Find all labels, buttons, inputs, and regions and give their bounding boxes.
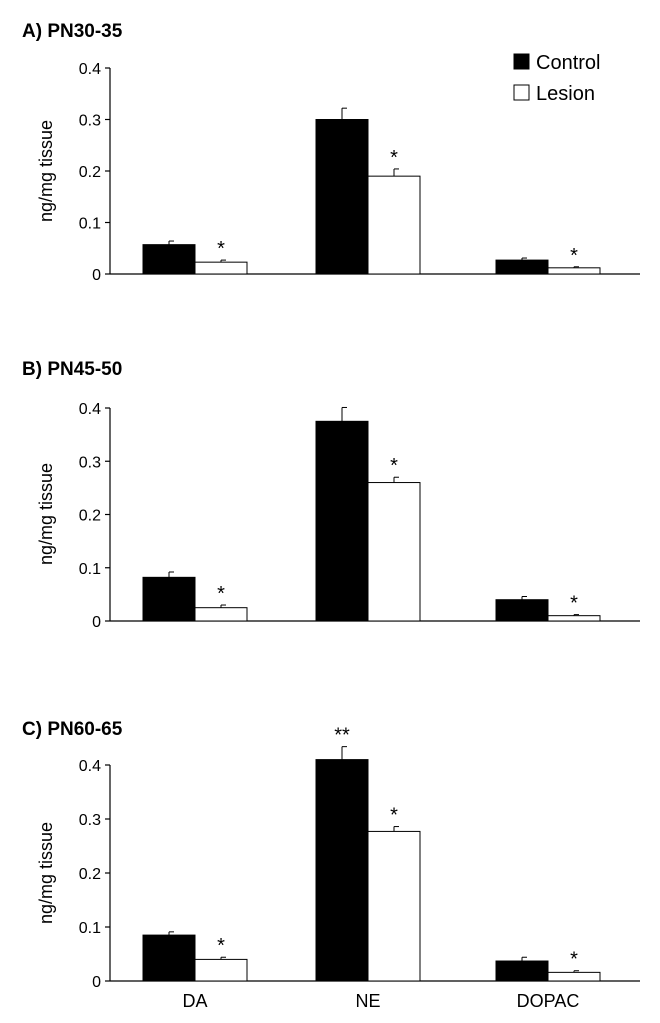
- y-tick-label: 0.2: [79, 866, 101, 883]
- significance-marker: *: [217, 583, 225, 605]
- legend-label-control: Control: [536, 52, 600, 74]
- bar-lesion-da: [194, 261, 248, 275]
- legend-swatch-control: [513, 53, 530, 70]
- bar-lesion-dopac: [547, 971, 601, 982]
- significance-marker: *: [570, 245, 578, 267]
- bar-lesion-dopac: [547, 615, 601, 622]
- bar-control-dopac: [495, 259, 549, 275]
- panel-title: C) PN60-65: [22, 719, 123, 740]
- category-label-dopac: DOPAC: [517, 991, 580, 1011]
- panel-title: A) PN30-35: [22, 21, 123, 42]
- bar-control-dopac: [495, 960, 549, 982]
- bar-lesion-da: [194, 607, 248, 622]
- bar-control-da: [142, 934, 196, 982]
- y-tick-label: 0.4: [79, 61, 101, 78]
- y-tick-label: 0.4: [79, 758, 101, 775]
- bar-lesion-ne: [367, 482, 421, 622]
- bar-lesion-da: [194, 958, 248, 982]
- bar-control-ne: [315, 420, 369, 622]
- bar-control-da: [142, 244, 196, 275]
- significance-marker: **: [334, 725, 350, 747]
- legend-label-lesion: Lesion: [536, 83, 595, 105]
- y-tick-label: 0: [92, 974, 101, 991]
- category-label-ne: NE: [355, 991, 380, 1011]
- significance-marker: *: [570, 593, 578, 615]
- panel-title: B) PN45-50: [22, 359, 122, 380]
- y-tick-label: 0.3: [79, 812, 101, 829]
- bar-lesion-ne: [367, 830, 421, 982]
- y-tick-label: 0.2: [79, 164, 101, 181]
- significance-marker: *: [390, 455, 398, 477]
- y-tick-label: 0.2: [79, 508, 101, 525]
- significance-marker: *: [217, 238, 225, 260]
- y-axis-label: ng/mg tissue: [36, 463, 56, 565]
- y-tick-label: 0.1: [79, 920, 101, 937]
- y-axis-label: ng/mg tissue: [36, 120, 56, 222]
- significance-marker: *: [390, 147, 398, 169]
- y-tick-label: 0.1: [79, 561, 101, 578]
- bar-control-ne: [315, 759, 369, 982]
- bar-control-da: [142, 576, 196, 622]
- significance-marker: *: [390, 805, 398, 827]
- y-tick-label: 0.1: [79, 216, 101, 233]
- bar-control-ne: [315, 119, 369, 275]
- y-tick-label: 0.4: [79, 401, 101, 418]
- y-axis-label: ng/mg tissue: [36, 822, 56, 924]
- significance-marker: *: [570, 949, 578, 971]
- significance-marker: *: [217, 935, 225, 957]
- y-tick-label: 0.3: [79, 113, 101, 130]
- y-tick-label: 0: [92, 267, 101, 284]
- y-tick-label: 0.3: [79, 454, 101, 471]
- category-label-da: DA: [182, 991, 207, 1011]
- bar-lesion-dopac: [547, 267, 601, 275]
- legend-swatch-lesion: [513, 84, 530, 101]
- bar-lesion-ne: [367, 175, 421, 275]
- bar-control-dopac: [495, 599, 549, 622]
- y-tick-label: 0: [92, 614, 101, 631]
